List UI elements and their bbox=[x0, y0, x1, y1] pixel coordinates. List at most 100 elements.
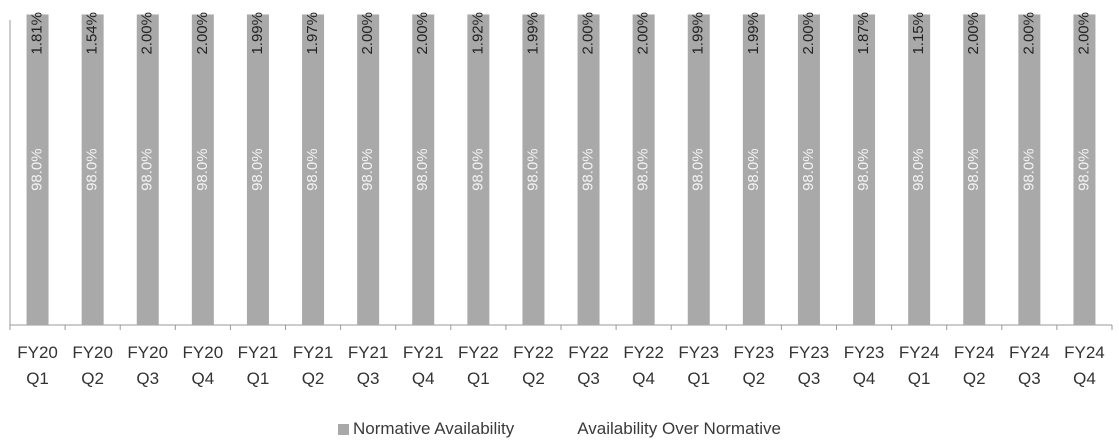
bar-over-normative bbox=[687, 8, 710, 15]
x-tick-label-quarter: Q2 bbox=[743, 369, 766, 388]
x-tick-label-year: FY22 bbox=[513, 343, 554, 362]
bar-label-over-normative: 1.99% bbox=[524, 12, 541, 55]
legend-label-normative: Normative Availability bbox=[352, 419, 515, 438]
x-tick-label-quarter: Q2 bbox=[302, 369, 325, 388]
x-tick-label-quarter: Q4 bbox=[192, 369, 215, 388]
bar-label-over-normative: 1.99% bbox=[690, 12, 707, 55]
bar-normative bbox=[467, 14, 490, 326]
bar-over-normative bbox=[412, 8, 435, 15]
bar-label-normative: 98.0% bbox=[249, 148, 266, 191]
bar-over-normative bbox=[963, 8, 986, 15]
bar-label-normative: 98.0% bbox=[139, 148, 156, 191]
x-tick-label-year: FY20 bbox=[183, 343, 224, 362]
bar-label-normative: 98.0% bbox=[194, 148, 211, 191]
bar-normative bbox=[1018, 14, 1041, 326]
bar-label-normative: 98.0% bbox=[29, 148, 46, 191]
bar-normative bbox=[136, 14, 159, 326]
x-tick-label-quarter: Q4 bbox=[1073, 369, 1096, 388]
x-tick-label-year: FY21 bbox=[403, 343, 444, 362]
x-tick-label-year: FY20 bbox=[127, 343, 168, 362]
x-tick-label-year: FY24 bbox=[899, 343, 940, 362]
bar-over-normative bbox=[246, 8, 269, 15]
legend-item-over-normative: Availability Over Normative bbox=[560, 419, 781, 439]
x-tick-label-year: FY23 bbox=[844, 343, 885, 362]
x-tick-label-quarter: Q3 bbox=[1018, 369, 1041, 388]
bar-over-normative bbox=[191, 8, 214, 15]
x-tick-label-year: FY23 bbox=[789, 343, 830, 362]
bar-normative bbox=[81, 14, 104, 326]
bar-label-normative: 98.0% bbox=[690, 148, 707, 191]
x-tick-label-quarter: Q3 bbox=[136, 369, 159, 388]
legend-swatch-normative bbox=[337, 423, 349, 435]
x-tick-label-year: FY21 bbox=[348, 343, 389, 362]
bar-label-normative: 98.0% bbox=[965, 148, 982, 191]
bar-normative bbox=[26, 14, 49, 326]
x-tick-label-year: FY24 bbox=[954, 343, 995, 362]
legend-label-over-normative: Availability Over Normative bbox=[577, 419, 782, 438]
x-tick-label-quarter: Q2 bbox=[81, 369, 104, 388]
x-tick-label-year: FY20 bbox=[17, 343, 58, 362]
bar-label-over-normative: 2.00% bbox=[635, 12, 652, 55]
bar-label-normative: 98.0% bbox=[910, 148, 927, 191]
x-tick-label-year: FY20 bbox=[72, 343, 113, 362]
bar-normative bbox=[742, 14, 765, 326]
x-tick-label-year: FY21 bbox=[238, 343, 279, 362]
x-tick-label-quarter: Q1 bbox=[247, 369, 270, 388]
x-tick-label-quarter: Q3 bbox=[577, 369, 600, 388]
x-tick-label-year: FY24 bbox=[1064, 343, 1105, 362]
bar-label-over-normative: 1.99% bbox=[745, 12, 762, 55]
bar-normative bbox=[1073, 14, 1096, 326]
bar-label-over-normative: 1.54% bbox=[84, 12, 101, 55]
x-tick-label-quarter: Q4 bbox=[632, 369, 655, 388]
x-tick-label-year: FY22 bbox=[623, 343, 664, 362]
bar-label-over-normative: 2.00% bbox=[414, 12, 431, 55]
bar-label-over-normative: 1.15% bbox=[910, 12, 927, 55]
bar-over-normative bbox=[81, 9, 104, 15]
x-tick-label-year: FY21 bbox=[293, 343, 334, 362]
x-tick-label-quarter: Q1 bbox=[26, 369, 49, 388]
bar-over-normative bbox=[853, 8, 876, 15]
bar-normative bbox=[963, 14, 986, 326]
bar-label-over-normative: 1.99% bbox=[249, 12, 266, 55]
bar-over-normative bbox=[632, 8, 655, 15]
bar-label-over-normative: 2.00% bbox=[139, 12, 156, 55]
bar-over-normative bbox=[577, 8, 600, 15]
bar-normative bbox=[246, 14, 269, 326]
x-tick-label-quarter: Q4 bbox=[853, 369, 876, 388]
bar-normative bbox=[357, 14, 380, 326]
bar-normative bbox=[412, 14, 435, 326]
x-tick-label-quarter: Q3 bbox=[798, 369, 821, 388]
bar-normative bbox=[853, 14, 876, 326]
bar-label-over-normative: 1.92% bbox=[469, 12, 486, 55]
bar-over-normative bbox=[522, 8, 545, 15]
bar-label-normative: 98.0% bbox=[1020, 148, 1037, 191]
x-tick-label-year: FY23 bbox=[734, 343, 775, 362]
bar-label-normative: 98.0% bbox=[304, 148, 321, 191]
x-tick-label-quarter: Q3 bbox=[357, 369, 380, 388]
bar-over-normative bbox=[742, 8, 765, 15]
x-tick-label-year: FY22 bbox=[568, 343, 609, 362]
bar-label-normative: 98.0% bbox=[635, 148, 652, 191]
bar-label-over-normative: 2.00% bbox=[965, 12, 982, 55]
bar-normative bbox=[687, 14, 710, 326]
bar-label-normative: 98.0% bbox=[855, 148, 872, 191]
bar-normative bbox=[908, 14, 931, 326]
x-tick-label-quarter: Q2 bbox=[522, 369, 545, 388]
bar-label-normative: 98.0% bbox=[800, 148, 817, 191]
legend-item-normative: Normative Availability bbox=[337, 419, 515, 439]
bar-normative bbox=[302, 14, 325, 326]
bar-normative bbox=[632, 14, 655, 326]
bar-over-normative bbox=[467, 8, 490, 15]
x-tick-label-quarter: Q4 bbox=[412, 369, 435, 388]
bar-over-normative bbox=[26, 8, 49, 15]
bar-over-normative bbox=[302, 8, 325, 15]
x-tick-label-quarter: Q1 bbox=[687, 369, 710, 388]
bar-label-over-normative: 1.81% bbox=[29, 12, 46, 55]
bar-label-normative: 98.0% bbox=[580, 148, 597, 191]
bar-label-over-normative: 2.00% bbox=[194, 12, 211, 55]
bar-label-normative: 98.0% bbox=[745, 148, 762, 191]
bar-over-normative bbox=[136, 8, 159, 15]
bar-over-normative bbox=[908, 10, 931, 15]
bar-normative bbox=[191, 14, 214, 326]
